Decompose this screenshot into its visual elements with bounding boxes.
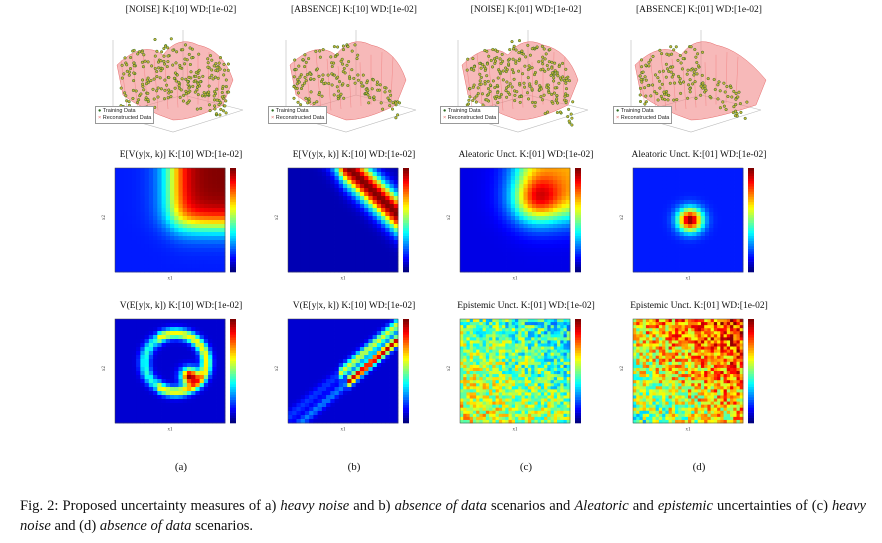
subfigure-label: (b) [347,461,361,473]
subplot-title: Aleatoric Unct. K:[01] WD:[1e-02] [458,150,594,160]
x-axis-label: x1 [168,428,174,432]
subplot-title: Aleatoric Unct. K:[01] WD:[1e-02] [631,150,767,160]
subfigure-label: (c) [519,461,533,473]
y-axis-label: x2 [275,215,280,221]
subplot-title: E[V(y|x, k)] K:[10] WD:[1e-02] [292,150,416,160]
x-axis-label: x1 [686,428,692,432]
y-axis-label: x2 [620,366,625,372]
heatmap-b0: x1 x2 [275,167,409,281]
y-axis-label: x2 [447,366,452,372]
plot-legend: ● Training Data × Reconstructed Data [613,106,673,124]
subplot-title: [NOISE] K:[10] WD:[1e-02] [125,5,237,15]
subplot-title: Epistemic Unct. K:[01] WD:[1e-02] [457,301,595,311]
plot-legend: ● Training Data × Reconstructed Data [440,106,500,124]
heatmap-c1: x1 x2 [447,318,581,432]
x-axis-label: x1 [168,277,174,281]
figure-column-d: [ABSENCE] K:[01] WD:[1e-02] Aleatoric Unc… [613,0,785,480]
heatmap-b1: x1 x2 [275,318,409,432]
subplot-title: Epistemic Unct. K:[01] WD:[1e-02] [630,301,768,311]
figure-column-b: [ABSENCE] K:[10] WD:[1e-02] E[V(y|x, k)] … [268,0,440,480]
heatmap-d0: x1 x2 [620,167,754,281]
subplot-title: [ABSENCE] K:[10] WD:[1e-02] [291,5,417,15]
subplot-title: V(E[y|x, k]) K:[10] WD:[1e-02] [292,301,416,311]
y-axis-label: x2 [447,215,452,221]
subfigure-label: (a) [174,461,188,473]
y-axis-label: x2 [275,366,280,372]
heatmap-c0: x1 x2 [447,167,581,281]
heatmap-a0: x1 x2 [102,167,236,281]
y-axis-label: x2 [102,366,107,372]
heatmap-d1: x1 x2 [620,318,754,432]
surface-plot [457,30,589,133]
plot-legend: ● Training Data × Reconstructed Data [268,106,328,124]
figure-column-c: [NOISE] K:[01] WD:[1e-02] Aleatoric Unct.… [440,0,612,480]
figure-column-a: [NOISE] K:[10] WD:[1e-02] E[V(y|x, k)] K:… [95,0,267,480]
subplot-title: [ABSENCE] K:[01] WD:[1e-02] [636,5,762,15]
x-axis-label: x1 [686,277,692,281]
plot-legend: ● Training Data × Reconstructed Data [95,106,155,124]
x-axis-label: x1 [341,428,347,432]
y-axis-label: x2 [620,215,625,221]
x-axis-label: x1 [341,277,347,281]
subplot-title: [NOISE] K:[01] WD:[1e-02] [470,5,582,15]
x-axis-label: x1 [513,428,519,432]
subfigure-label: (d) [692,461,706,473]
x-axis-label: x1 [513,277,519,281]
figure-caption: Fig. 2: Proposed uncertainty measures of… [20,498,866,534]
subplot-title: E[V(y|x, k)] K:[10] WD:[1e-02] [119,150,243,160]
y-axis-label: x2 [102,215,107,221]
subplot-title: V(E[y|x, k]) K:[10] WD:[1e-02] [119,301,243,311]
surface-plot [285,30,417,133]
heatmap-a1: x1 x2 [102,318,236,432]
